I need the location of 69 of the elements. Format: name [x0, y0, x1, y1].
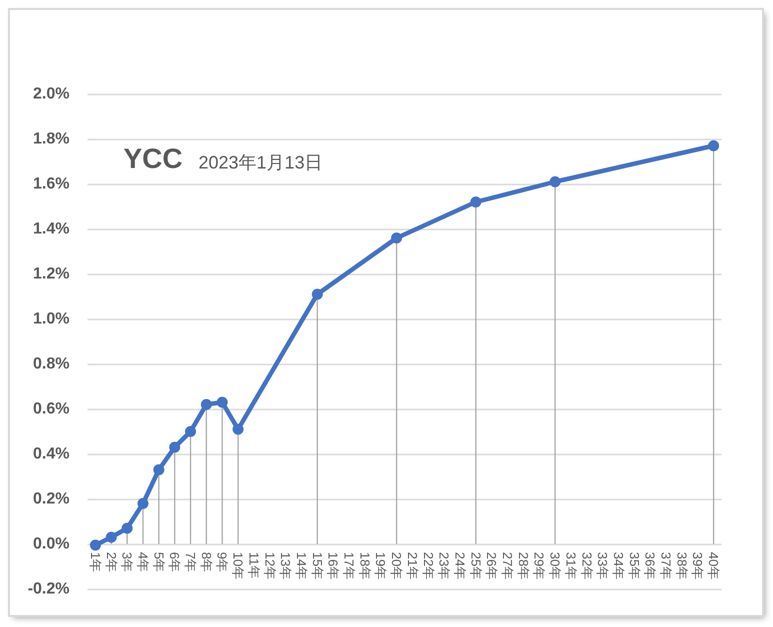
x-tick-label: 16年: [326, 552, 341, 580]
x-tick-label: 40年: [706, 552, 722, 580]
x-tick-label: 23年: [436, 552, 452, 580]
x-tick-label: 35年: [626, 552, 642, 580]
x-tick-label: 7年: [183, 552, 198, 572]
x-tick-label: 3年: [120, 552, 135, 572]
x-tick-label: 39年: [690, 552, 706, 580]
text: YCC: [124, 143, 183, 174]
x-tick-label: 27年: [500, 552, 516, 580]
point: [169, 442, 180, 453]
x-tick-label: 29年: [532, 552, 547, 580]
y-tick-label: 1.6%: [33, 176, 70, 192]
point: [200, 399, 212, 410]
x-tick-label: 17年: [342, 552, 357, 580]
x-tick-label: 15年: [310, 552, 325, 580]
point: [122, 522, 133, 534]
point: [153, 464, 164, 476]
x-tick-label: 36年: [642, 552, 658, 580]
point: [232, 424, 244, 435]
x-tick-label: 18年: [357, 552, 372, 580]
x-tick-label: 24年: [452, 552, 468, 580]
x-tick-label: 33年: [595, 552, 610, 580]
y-tick-label: 0.0%: [33, 536, 70, 552]
x-tick-label: 21年: [404, 552, 420, 580]
point: [90, 540, 101, 551]
x-tick-label: 11年: [246, 552, 262, 578]
y-tick-label: 0.8%: [33, 356, 70, 372]
x-tick-label: 32年: [579, 552, 594, 580]
x-tick-label: 20年: [389, 552, 404, 580]
x-tick-label: 6年: [167, 552, 182, 572]
x-tick-label: 38年: [674, 552, 690, 580]
y-tick-label: -0.2%: [28, 580, 70, 598]
x-tick-label: 13年: [278, 552, 294, 580]
x-tick-label: 19年: [373, 552, 388, 580]
y-tick-label: 1.4%: [33, 220, 70, 238]
x-tick-label: 25年: [468, 552, 484, 580]
x-tick-label: 31年: [563, 552, 578, 580]
x-tick-label: 26年: [484, 552, 500, 580]
y-tick-label: 0.4%: [33, 446, 70, 462]
point: [106, 532, 117, 543]
x-tick-label: 8年: [198, 552, 214, 572]
point: [708, 140, 720, 152]
x-tick-label: 12年: [262, 552, 278, 580]
x-tick-label: 10年: [230, 552, 246, 580]
y-tick-label: 0.6%: [33, 400, 70, 418]
y-tick-label: 1.8%: [33, 130, 70, 148]
x-tick-label: 2年: [104, 552, 119, 572]
point: [391, 232, 402, 244]
point: [312, 288, 323, 300]
x-tick-label: 34年: [610, 552, 626, 580]
x-tick-label: 22年: [420, 552, 436, 580]
y-tick-label: 1.2%: [33, 266, 70, 282]
x-tick-label: 9年: [214, 552, 230, 572]
point: [185, 426, 196, 437]
x-tick-label: 14年: [294, 552, 309, 580]
y-tick-label: 0.2%: [33, 490, 70, 508]
point: [216, 396, 228, 408]
point: [137, 498, 148, 509]
x-tick-label: 5年: [151, 552, 166, 572]
y-tick-label: 1.0%: [33, 310, 70, 328]
y-tick-label: 2.0%: [33, 86, 70, 102]
x-tick-label: 4年: [135, 552, 150, 572]
x-tick-label: 1年: [88, 552, 103, 572]
text: 2023年1月13日: [198, 152, 323, 172]
x-tick-label: 28年: [516, 552, 531, 580]
x-tick-label: 30年: [548, 552, 563, 580]
point: [470, 196, 482, 208]
point: [550, 176, 561, 188]
x-tick-label: 37年: [658, 552, 674, 580]
